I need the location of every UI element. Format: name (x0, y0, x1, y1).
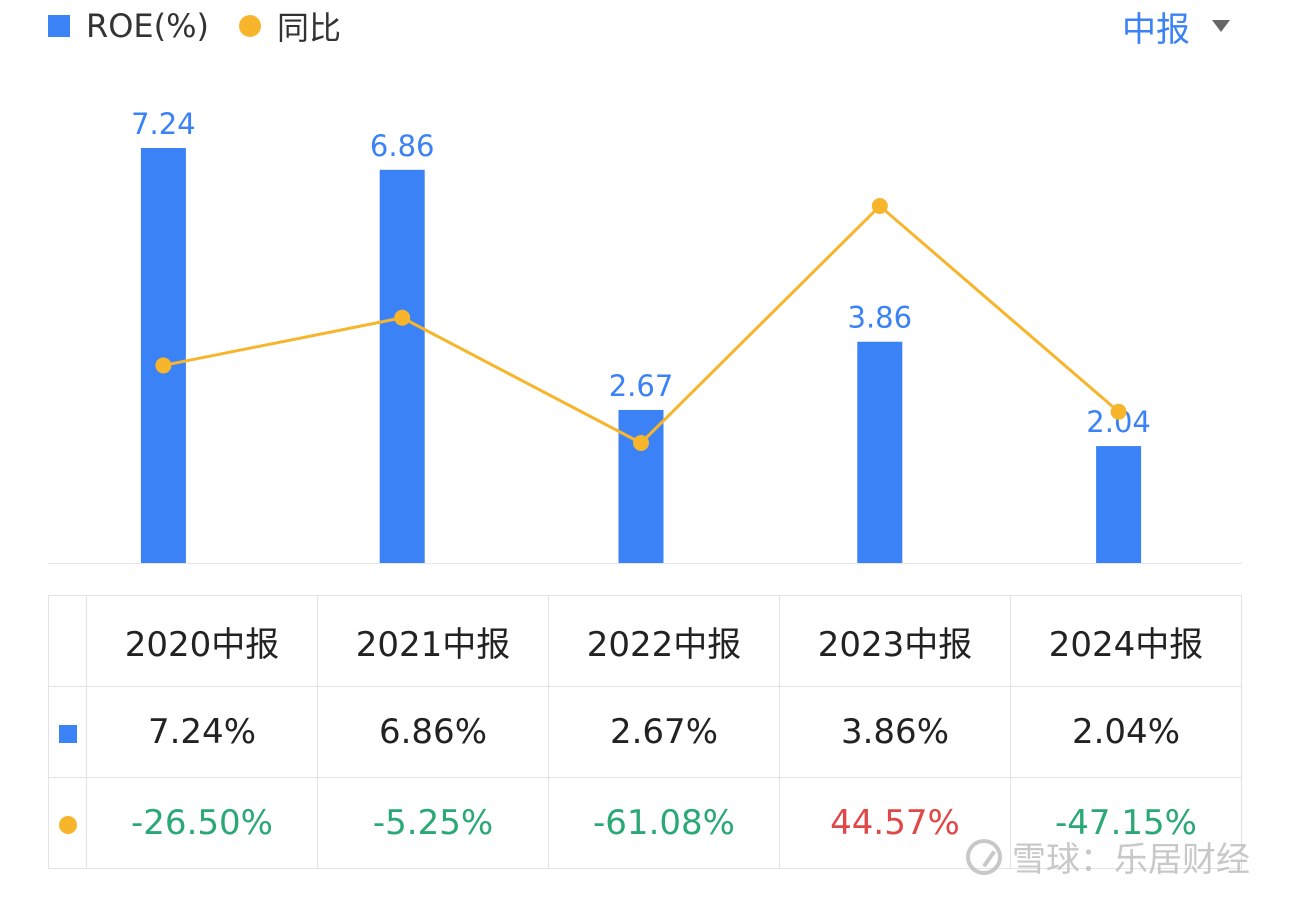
yoy-point (871, 198, 888, 214)
roe-cell: 3.86% (779, 686, 1011, 778)
roe-chart: 7.246.862.673.862.04 (48, 107, 1242, 564)
yoy-circle-icon (58, 816, 77, 834)
table-row-roe: 7.24% 6.86% 2.67% 3.86% 2.04% (48, 686, 1242, 778)
bar-value-label: 3.86 (848, 301, 913, 335)
chart-legend: ROE(%) 同比 (48, 4, 371, 48)
legend-roe[interactable]: ROE(%) (48, 7, 209, 45)
bar (618, 409, 664, 563)
legend-roe-label: ROE(%) (86, 7, 210, 45)
bar (1096, 446, 1142, 563)
roe-cell: 2.67% (548, 686, 780, 778)
yoy-point (633, 435, 649, 451)
yoy-cell: -26.50% (86, 777, 318, 869)
roe-square-icon (48, 15, 70, 37)
watermark: 雪球：乐居财经 (966, 832, 1250, 881)
yoy-line (163, 203, 1120, 445)
roe-cell: 7.24% (86, 686, 318, 778)
row-marker-cell (48, 686, 87, 778)
yoy-cell: 44.57% (779, 777, 1011, 869)
data-table: 2020中报 2021中报 2022中报 2023中报 2024中报 7.24%… (48, 595, 1242, 869)
period-dropdown[interactable]: 中报 (1122, 4, 1230, 50)
legend-yoy-label: 同比 (277, 9, 342, 47)
yoy-cell: -47.15% (1010, 777, 1242, 869)
table-header-cell: 2022中报 (548, 595, 780, 687)
table-header-cell: 2024中报 (1010, 595, 1242, 687)
period-dropdown-label: 中报 (1122, 9, 1190, 50)
roe-cell: 6.86% (317, 686, 549, 778)
table-header-cell: 2021中报 (317, 595, 549, 687)
bar-value-label: 7.24 (131, 107, 196, 141)
xueqiu-logo-icon (966, 838, 1002, 875)
roe-cell: 2.04% (1010, 686, 1242, 778)
yoy-cell: -61.08% (548, 777, 780, 869)
bar-value-label: 6.86 (370, 129, 435, 163)
roe-square-icon (58, 725, 77, 743)
table-corner-cell (48, 595, 87, 687)
yoy-cell: -5.25% (317, 777, 549, 869)
chevron-down-icon (1212, 20, 1230, 32)
table-row-yoy: -26.50% -5.25% -61.08% 44.57% -47.15% (48, 777, 1242, 869)
bar (379, 169, 425, 563)
bar (140, 148, 186, 563)
yoy-point (155, 357, 172, 374)
legend-yoy[interactable]: 同比 (239, 3, 341, 49)
table-header-cell: 2020中报 (86, 595, 318, 687)
table-header-cell: 2023中报 (779, 595, 1011, 687)
yoy-point (1110, 403, 1127, 420)
yoy-circle-icon (239, 15, 262, 37)
bar (857, 341, 903, 563)
table-header-row: 2020中报 2021中报 2022中报 2023中报 2024中报 (48, 595, 1242, 687)
row-marker-cell (48, 777, 87, 869)
bar-value-label: 2.67 (609, 369, 674, 403)
watermark-text: 雪球：乐居财经 (1012, 840, 1250, 880)
yoy-point (394, 309, 411, 326)
